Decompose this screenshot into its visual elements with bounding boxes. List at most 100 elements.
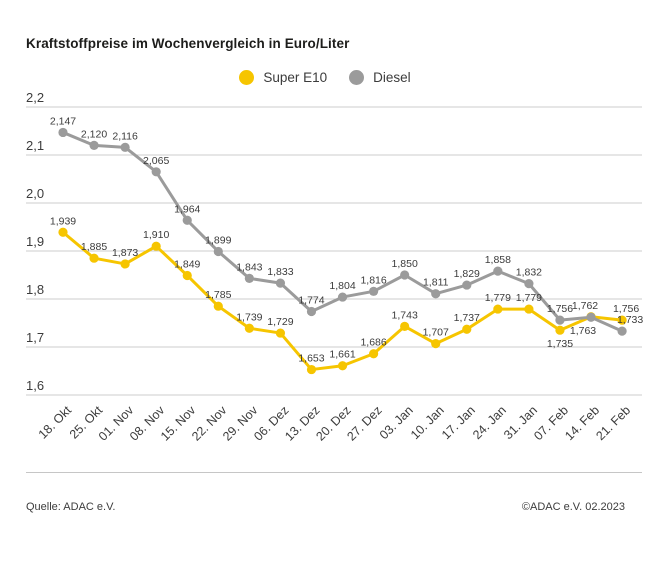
legend-item-diesel: Diesel	[349, 70, 411, 85]
data-point-label-super-e10: 1,661	[329, 349, 355, 361]
data-point-label-diesel: 1,829	[454, 268, 480, 280]
data-point-label-super-e10: 1,939	[50, 215, 76, 227]
data-point-super-e10	[555, 325, 565, 335]
y-axis-tick: 1,7	[26, 330, 44, 345]
data-point-label-super-e10: 1,849	[174, 258, 200, 270]
data-point-diesel	[182, 215, 192, 225]
data-point-label-diesel: 1,816	[360, 274, 386, 286]
data-point-label-diesel: 1,899	[205, 234, 231, 246]
data-point-super-e10	[431, 339, 441, 349]
data-point-label-diesel: 2,116	[112, 130, 138, 142]
data-point-label-super-e10: 1,739	[236, 311, 262, 323]
data-point-label-super-e10: 1,785	[205, 289, 231, 301]
data-point-label-diesel: 2,065	[143, 155, 169, 167]
data-point-diesel	[493, 266, 503, 276]
data-point-super-e10	[400, 321, 410, 331]
data-point-label-diesel: 1,756	[547, 303, 573, 315]
data-point-super-e10	[275, 328, 286, 338]
data-point-label-super-e10: 1,707	[423, 327, 449, 339]
x-axis-label: 17. Jan	[439, 403, 478, 442]
source-note: Quelle: ADAC e.V.	[26, 501, 116, 513]
y-axis-tick: 2,2	[26, 90, 44, 105]
data-point-label-super-e10: 1,737	[454, 312, 480, 324]
legend-dot-diesel-icon	[349, 70, 365, 85]
data-point-label-super-e10: 1,910	[143, 229, 169, 241]
data-point-diesel	[306, 306, 317, 317]
data-point-super-e10	[369, 349, 379, 359]
data-point-label-super-e10: 1,779	[485, 292, 511, 304]
x-axis-label: 21. Feb	[593, 403, 633, 443]
data-point-diesel	[337, 292, 348, 302]
data-point-label-diesel: 1,843	[236, 261, 262, 273]
data-point-diesel	[213, 246, 223, 257]
chart-legend: Super E10 Diesel	[0, 70, 650, 85]
data-point-super-e10	[337, 361, 348, 371]
data-point-label-super-e10: 1,686	[360, 337, 386, 349]
data-point-label-super-e10: 1,756	[613, 303, 639, 315]
data-point-super-e10	[617, 315, 627, 325]
data-point-diesel	[617, 326, 627, 336]
data-point-label-diesel: 1,804	[329, 280, 355, 292]
data-point-super-e10	[306, 364, 317, 375]
data-point-super-e10	[151, 241, 161, 251]
data-point-diesel	[151, 167, 161, 177]
data-point-label-super-e10: 1,743	[392, 309, 418, 321]
y-axis-tick: 2,0	[26, 186, 44, 201]
data-point-super-e10	[493, 304, 503, 314]
legend-label-diesel: Diesel	[373, 70, 411, 85]
data-point-label-diesel: 1,833	[267, 266, 293, 278]
data-point-label-super-e10: 1,779	[516, 292, 542, 304]
data-point-label-diesel: 1,964	[174, 203, 200, 215]
data-point-diesel	[555, 315, 565, 325]
y-axis-tick: 2,1	[26, 138, 44, 153]
x-axis-label: 18. Okt	[36, 403, 75, 442]
data-point-label-diesel: 2,147	[50, 115, 76, 127]
data-point-diesel	[586, 312, 596, 322]
data-point-diesel	[89, 140, 99, 150]
data-point-label-super-e10: 1,873	[112, 247, 138, 259]
data-point-label-diesel: 1,850	[392, 258, 418, 270]
data-point-label-super-e10: 1,653	[298, 353, 324, 365]
data-point-diesel	[275, 278, 286, 288]
data-point-diesel	[524, 279, 534, 289]
x-axis-label: 10. Jan	[408, 403, 447, 442]
data-point-label-diesel: 1,733	[617, 314, 643, 326]
data-point-label-diesel: 1,858	[485, 254, 511, 266]
data-point-label-super-e10: 1,729	[267, 316, 293, 328]
data-point-diesel	[462, 280, 472, 290]
legend-label-super-e10: Super E10	[263, 70, 328, 85]
x-axis-label: 24. Jan	[470, 403, 509, 442]
y-axis-tick: 1,9	[26, 234, 44, 249]
data-point-label-super-e10: 1,763	[570, 325, 596, 337]
y-axis-tick: 1,8	[26, 282, 44, 297]
copyright-note: ©ADAC e.V. 02.2023	[521, 501, 625, 513]
data-point-diesel	[244, 273, 254, 283]
y-axis-tick: 1,6	[26, 378, 44, 393]
data-point-super-e10	[244, 323, 254, 333]
data-point-label-super-e10: 1,735	[547, 338, 573, 350]
legend-dot-super-e10-icon	[239, 70, 255, 85]
data-point-diesel	[58, 127, 68, 138]
data-point-super-e10	[120, 259, 130, 269]
data-point-super-e10	[58, 227, 68, 237]
footer: Quelle: ADAC e.V. ©ADAC e.V. 02.2023	[26, 501, 625, 513]
x-axis-label: 27. Dez	[344, 403, 384, 443]
data-point-label-super-e10: 1,885	[81, 241, 107, 253]
data-point-super-e10	[213, 301, 223, 311]
data-point-label-diesel: 1,811	[423, 277, 449, 289]
data-point-label-diesel: 1,774	[298, 294, 324, 306]
legend-item-super-e10: Super E10	[239, 70, 327, 85]
data-point-super-e10	[524, 304, 534, 314]
data-point-label-diesel: 1,832	[516, 267, 542, 279]
chart-title: Kraftstoffpreise im Wochenvergleich in E…	[26, 36, 350, 51]
footer-divider	[26, 472, 642, 473]
data-point-diesel	[120, 142, 130, 152]
x-axis-label: 03. Jan	[377, 403, 416, 442]
data-point-label-diesel: 2,120	[81, 128, 107, 140]
data-point-super-e10	[462, 324, 472, 334]
data-point-diesel	[400, 270, 410, 280]
data-point-super-e10	[89, 253, 99, 263]
data-point-diesel	[431, 289, 441, 299]
